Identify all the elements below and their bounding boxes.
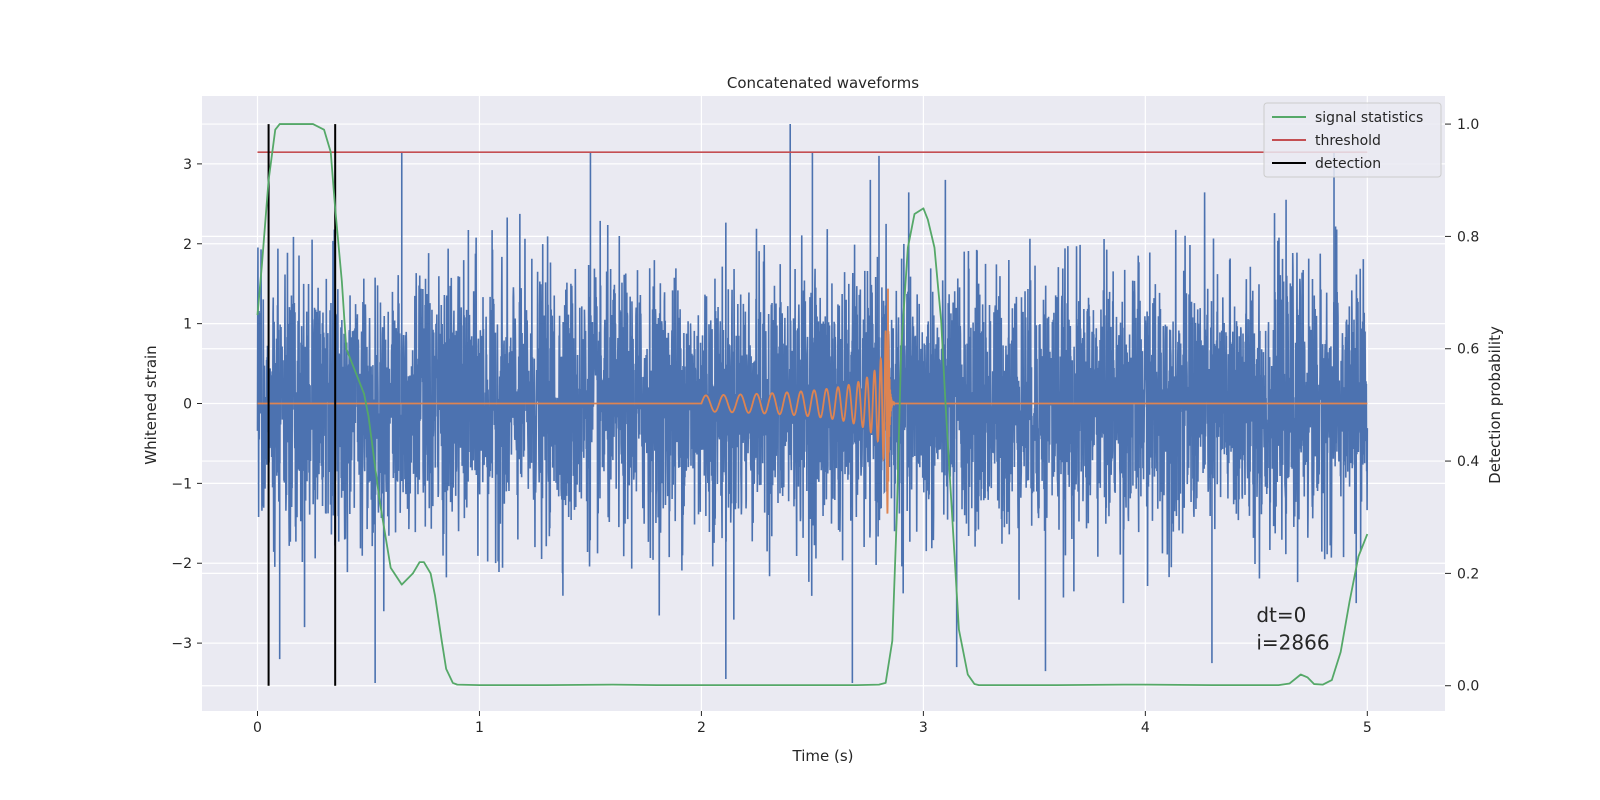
x-tick-label: 0 (253, 720, 262, 736)
annotation-text: i=2866 (1256, 631, 1329, 655)
y-right-tick-label: 0.0 (1457, 679, 1479, 695)
signal-statistics-series (256, 123, 1369, 687)
x-tick-label: 3 (919, 720, 928, 736)
y-right-tick-label: 0.6 (1457, 342, 1479, 358)
x-tick-label: 2 (697, 720, 706, 736)
chart-title: Concatenated waveforms (727, 74, 919, 92)
annotation-text: dt=0 (1256, 603, 1306, 627)
x-tick-label: 4 (1141, 720, 1150, 736)
legend-label: detection (1315, 156, 1381, 172)
y-right-axis-ticks: 0.0 0.2 0.4 0.6 0.8 1.0 (1445, 117, 1479, 695)
y-left-tick-label: −2 (171, 556, 192, 572)
y-left-tick-label: 3 (183, 157, 192, 173)
y-left-tick-label: −3 (171, 636, 192, 652)
x-tick-label: 5 (1363, 720, 1372, 736)
y-right-tick-label: 0.4 (1457, 454, 1479, 470)
y-left-tick-label: 2 (183, 237, 192, 253)
legend-box (1263, 102, 1442, 178)
chirp-series (257, 288, 1368, 514)
signal-statistics-line (256, 123, 1369, 687)
y-right-tick-label: 1.0 (1457, 117, 1479, 133)
x-axis-label: Time (s) (792, 747, 854, 765)
y-right-tick-label: 0.8 (1457, 229, 1479, 245)
legend-label: signal statistics (1315, 110, 1423, 126)
y-left-tick-label: 0 (183, 397, 192, 413)
strain-noise-series (256, 123, 1369, 684)
y-left-axis-ticks: −3 −2 −1 0 1 2 3 (171, 157, 202, 652)
y-left-tick-label: 1 (183, 317, 192, 333)
x-tick-label: 1 (475, 720, 484, 736)
y-right-axis-label: Detection probability (1486, 326, 1504, 484)
y-left-tick-label: −1 (171, 476, 192, 492)
legend: signal statistics threshold detection (1263, 102, 1442, 178)
y-left-axis-label: Whitened strain (142, 345, 160, 464)
annotations: dt=0 i=2866 (1256, 603, 1329, 655)
x-axis-ticks: 0 1 2 3 4 5 (253, 711, 1372, 736)
legend-label: threshold (1315, 133, 1381, 149)
chirp-line (257, 288, 1368, 514)
y-right-tick-label: 0.2 (1457, 566, 1479, 582)
